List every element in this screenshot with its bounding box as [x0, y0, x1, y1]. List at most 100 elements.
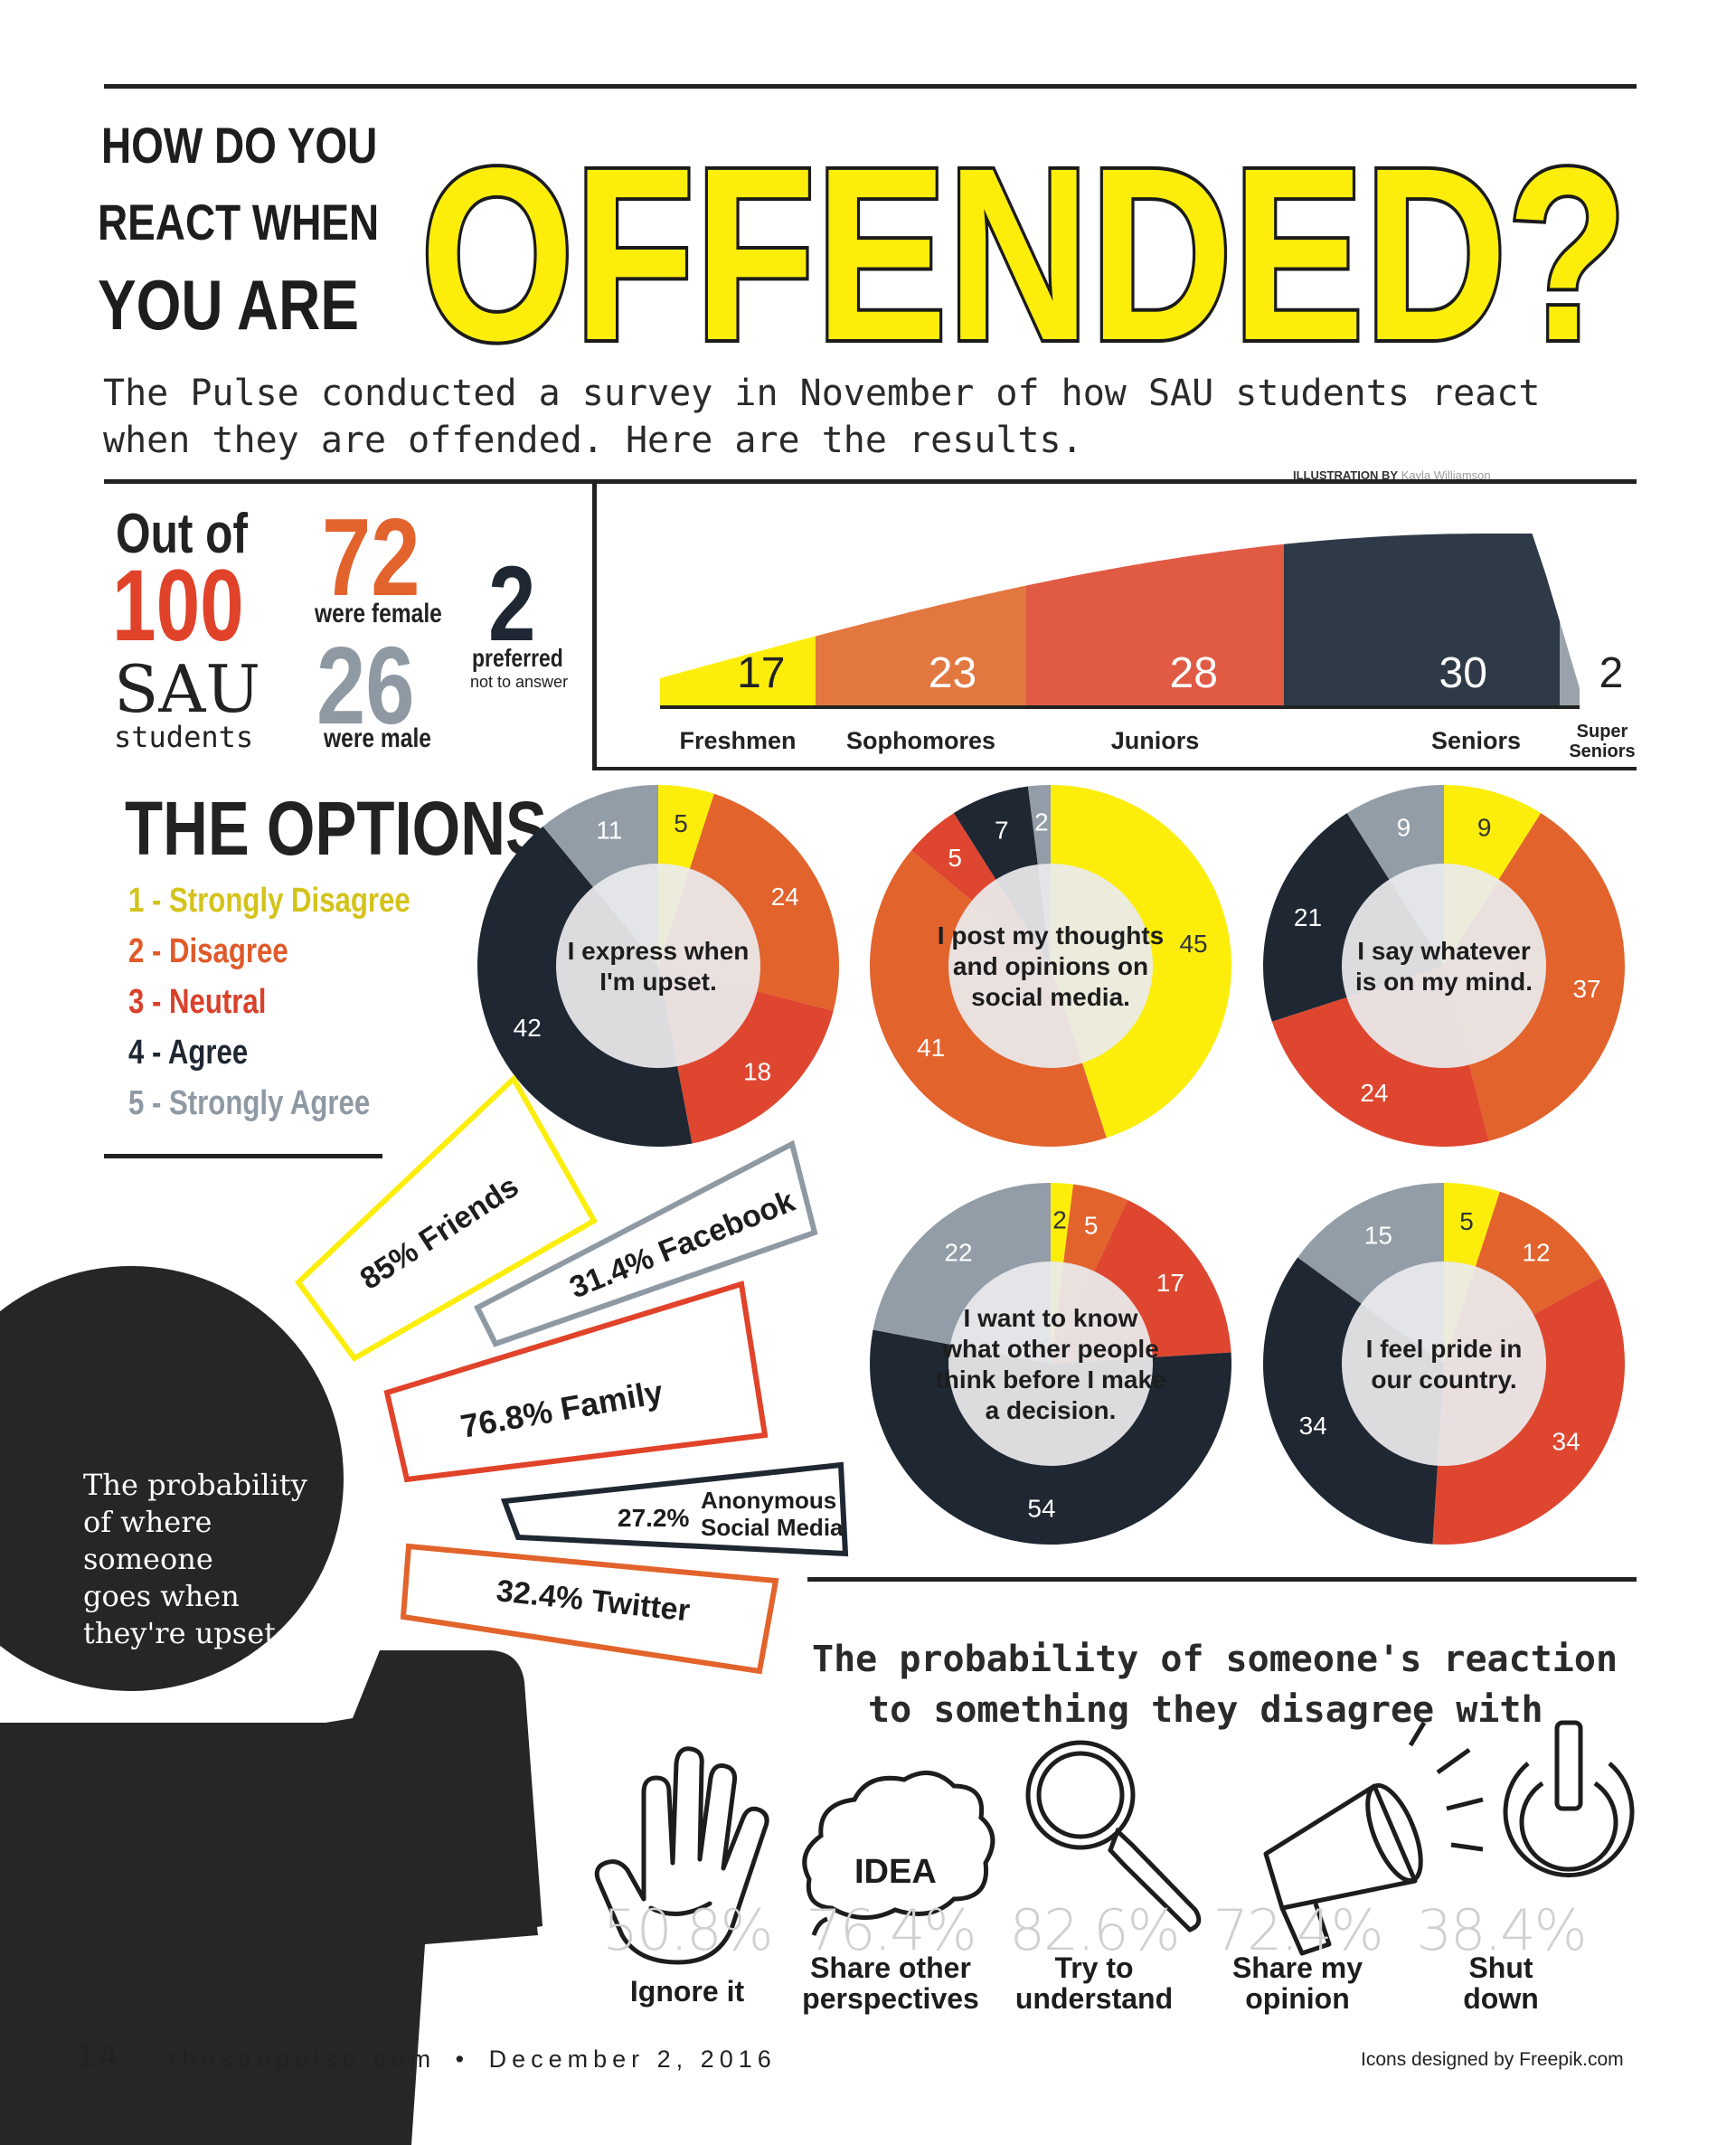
question-line-1: HOW DO YOU: [101, 117, 378, 174]
pie-center-text: is on my mind.: [1355, 968, 1533, 996]
class-label: Sophomores: [846, 727, 995, 754]
pie-value-label: 2: [1034, 808, 1049, 836]
icon-credit: Icons designed by Freepik.com: [1361, 2049, 1624, 2070]
option-item: 4 - Agree: [128, 1034, 249, 1072]
pie-value-label: 7: [995, 816, 1009, 844]
reaction-percent: 72.4%: [1212, 1897, 1384, 1963]
pie-value-label: 5: [1459, 1207, 1474, 1235]
class-value: 2: [1599, 649, 1624, 697]
class-segment: [660, 636, 816, 705]
sau-label: SAU: [114, 651, 260, 727]
class-label: Juniors: [1111, 727, 1200, 754]
other-label: preferred: [472, 644, 563, 672]
headline-offended: OFFENDED?: [417, 113, 1631, 362]
reaction-item: 38.4% Shut down: [1401, 1903, 1600, 2015]
reaction-item: 76.4% Share other perspectives: [791, 1897, 990, 2015]
pie-value-label: 15: [1364, 1221, 1392, 1249]
footer-separator: •: [455, 2046, 470, 2073]
options-title: THE OPTIONS: [125, 786, 547, 871]
anonymous-line-1: Anonymous: [701, 1487, 836, 1514]
power-icon: [1503, 1720, 1635, 1878]
footer-date: December 2, 2016: [488, 2046, 777, 2073]
pie-center: [948, 864, 1153, 1068]
pie-center-text: what other people: [941, 1335, 1159, 1363]
pie-center-text: and opinions on: [953, 952, 1148, 980]
footer-site: thesaupulse.com • December 2, 2016: [170, 2046, 777, 2074]
class-segment: [816, 585, 1026, 705]
class-year-chart: 17 Freshmen 23 Sophomores 28 Juniors 30 Seniors…: [660, 534, 1636, 761]
pie-center-text: think before I make: [935, 1365, 1165, 1394]
class-value: 23: [929, 649, 976, 697]
pie-value-label: 42: [514, 1014, 542, 1042]
intro-line-1: The Pulse conducted a survey in November…: [103, 373, 1541, 414]
illustration-credit: ILLUSTRATION BY Kayla Williamson: [1293, 468, 1491, 482]
male-label: were male: [324, 723, 431, 753]
female-count: 72: [322, 496, 420, 619]
pie-value-label: 37: [1572, 975, 1600, 1003]
pie-center: [556, 864, 760, 1068]
pie-value-label: 2: [1052, 1205, 1067, 1233]
pie-value-label: 11: [596, 816, 622, 844]
stats-divider: [592, 481, 597, 770]
class-label: Seniors: [1431, 727, 1521, 754]
anonymous-line-2: Social Media: [701, 1514, 844, 1541]
reaction-label: Try to: [1054, 1951, 1134, 1984]
stats-bottom-rule: [597, 767, 1637, 770]
pie-value-label: 5: [948, 844, 962, 872]
pie-center-text: I feel pride in: [1366, 1335, 1523, 1363]
option-item: 2 - Disagree: [128, 932, 288, 970]
silhouette-line-5: they're upset: [83, 1616, 276, 1650]
pie-center-text: I express when: [568, 937, 750, 965]
pie-value-label: 21: [1294, 903, 1322, 931]
reactions-title-line-1: The probability of someone's reaction: [812, 1639, 1618, 1680]
family-box: [383, 1280, 769, 1483]
class-value: 30: [1439, 649, 1487, 697]
options-legend: 1 - Strongly Disagree 2 - Disagree 3 - Neu…: [128, 875, 472, 1129]
class-segment: [1284, 534, 1560, 705]
silhouette-line-2: of where: [83, 1505, 212, 1539]
reaction-label-line-2: perspectives: [802, 1982, 979, 2015]
anonymous-box: [500, 1461, 849, 1557]
reaction-percent: 82.6%: [1009, 1897, 1181, 1963]
pie-center: [1342, 864, 1546, 1068]
page-number: 14: [77, 2039, 121, 2075]
pie-value-label: 45: [1179, 930, 1207, 958]
pie-value-label: 17: [1156, 1269, 1184, 1297]
class-value: 17: [737, 649, 785, 697]
silhouette-line-3: someone: [83, 1542, 213, 1576]
friends-box: [295, 1074, 599, 1362]
students-label: students: [114, 720, 254, 754]
reaction-label-line-2: understand: [1014, 1982, 1174, 2015]
question-line-3: YOU ARE: [98, 265, 360, 345]
reaction-item: 82.6% Try to understand: [995, 1897, 1194, 2015]
pie-value-label: 12: [1522, 1239, 1550, 1267]
pie-value-label: 5: [1084, 1211, 1099, 1239]
pie-value-label: 18: [743, 1058, 771, 1086]
pie-center-text: social media.: [971, 983, 1130, 1011]
reaction-label: Share other: [810, 1951, 971, 1984]
other-sublabel: not to answer: [470, 673, 569, 691]
pie-value-label: 9: [1477, 813, 1492, 841]
magnifier-icon: [1025, 1740, 1202, 1932]
option-item: 1 - Strongly Disagree: [128, 882, 410, 920]
option-item: 5 - Strongly Agree: [128, 1084, 371, 1122]
reaction-item: 72.4% Share my opinion: [1198, 1897, 1397, 2015]
silhouette-line-4: goes when: [83, 1579, 240, 1613]
reaction-label-line-2: opinion: [1245, 1982, 1350, 2015]
silhouette-line-1: The probability: [83, 1468, 307, 1502]
headline-text: OFFENDED?: [420, 117, 1628, 362]
silhouette-head: [0, 1266, 344, 1691]
question-line-2: REACT WHEN: [98, 194, 380, 250]
idea-word: IDEA: [854, 1853, 937, 1891]
male-count: 26: [316, 624, 415, 747]
out-of-label: Out of: [116, 503, 248, 565]
reaction-percent: 76.4%: [806, 1897, 977, 1963]
hand-icon: [594, 1746, 769, 1965]
pie-value-label: 5: [674, 809, 688, 837]
footer-site-name: thesaupulse.com: [170, 2046, 437, 2073]
reaction-row: 50.8% Ignore it 76.4% Share other perspectiv…: [588, 1897, 1655, 2039]
reactions-rule: [807, 1577, 1637, 1582]
